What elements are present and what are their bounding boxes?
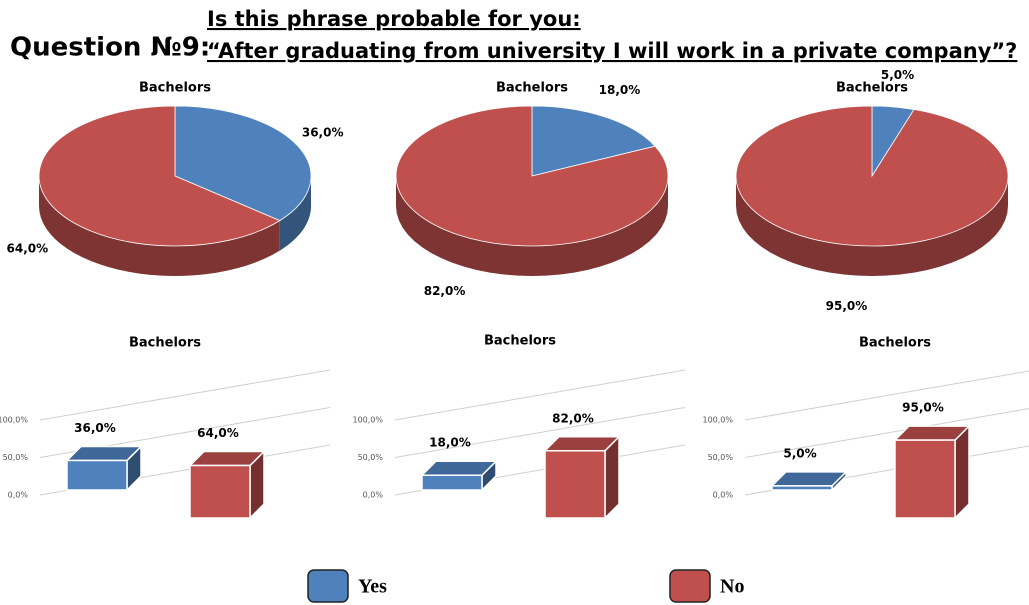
value-label: 18,0% bbox=[599, 83, 641, 97]
grid-line bbox=[394, 369, 686, 421]
pie-slice bbox=[174, 105, 312, 222]
value-label: 5,0% bbox=[881, 68, 914, 82]
bar bbox=[66, 459, 128, 491]
y-tick-label: 100,0% bbox=[702, 416, 733, 425]
value-label: 36,0% bbox=[74, 421, 116, 435]
value-label: 95,0% bbox=[902, 401, 944, 415]
value-label: 95,0% bbox=[826, 299, 868, 313]
grid-line bbox=[744, 408, 1029, 458]
chart-title: Bachelors bbox=[484, 334, 556, 349]
chart-title: Bachelors bbox=[496, 81, 568, 96]
slide-title: Question №9: bbox=[10, 33, 210, 63]
value-label: 64,0% bbox=[197, 426, 239, 440]
value-label: 5,0% bbox=[783, 446, 816, 460]
bar bbox=[771, 485, 833, 491]
pie-side bbox=[39, 176, 280, 276]
grid-line bbox=[394, 407, 686, 458]
value-label: 64,0% bbox=[7, 242, 49, 256]
pie-slice bbox=[38, 105, 281, 247]
pie-side bbox=[736, 176, 1008, 276]
y-tick-label: 0,0% bbox=[713, 491, 734, 500]
y-tick-label: 0,0% bbox=[8, 491, 29, 500]
y-tick-label: 100,0% bbox=[0, 416, 28, 425]
grid-line bbox=[39, 369, 331, 421]
question-line: Is this phrase probable for you: bbox=[207, 7, 581, 31]
pie-side bbox=[396, 176, 668, 276]
bar bbox=[421, 474, 483, 491]
y-tick-label: 50,0% bbox=[708, 453, 734, 462]
bar-top bbox=[188, 450, 266, 467]
legend-swatch bbox=[307, 569, 349, 603]
value-label: 36,0% bbox=[302, 125, 344, 139]
legend-label: No bbox=[720, 576, 744, 598]
grid-line bbox=[744, 370, 1029, 421]
bar-top bbox=[770, 471, 848, 487]
value-label: 82,0% bbox=[424, 284, 466, 298]
chart-title: Bachelors bbox=[139, 81, 211, 96]
y-tick-label: 0,0% bbox=[363, 491, 384, 500]
bar bbox=[894, 439, 956, 519]
pie-slice bbox=[531, 105, 656, 177]
y-tick-label: 50,0% bbox=[3, 453, 29, 462]
pie-slice bbox=[395, 105, 669, 247]
pie-side bbox=[279, 176, 311, 251]
bar-top bbox=[543, 436, 621, 452]
legend-label: Yes bbox=[358, 576, 387, 598]
chart-title: Bachelors bbox=[859, 336, 931, 351]
bar bbox=[189, 464, 251, 519]
y-tick-label: 50,0% bbox=[358, 453, 384, 462]
legend-swatch bbox=[669, 569, 711, 603]
y-tick-label: 100,0% bbox=[352, 416, 383, 425]
value-label: 18,0% bbox=[429, 436, 471, 450]
bar-top bbox=[420, 460, 498, 476]
bar-top bbox=[893, 425, 971, 441]
question-line: “After graduating from university I will… bbox=[207, 39, 1017, 63]
bar bbox=[544, 450, 606, 519]
chart-title: Bachelors bbox=[836, 81, 908, 96]
pie-slice bbox=[735, 105, 1009, 247]
chart-title: Bachelors bbox=[129, 336, 201, 351]
bar-top bbox=[65, 445, 143, 462]
value-label: 82,0% bbox=[552, 411, 594, 425]
bar-side bbox=[954, 424, 970, 520]
